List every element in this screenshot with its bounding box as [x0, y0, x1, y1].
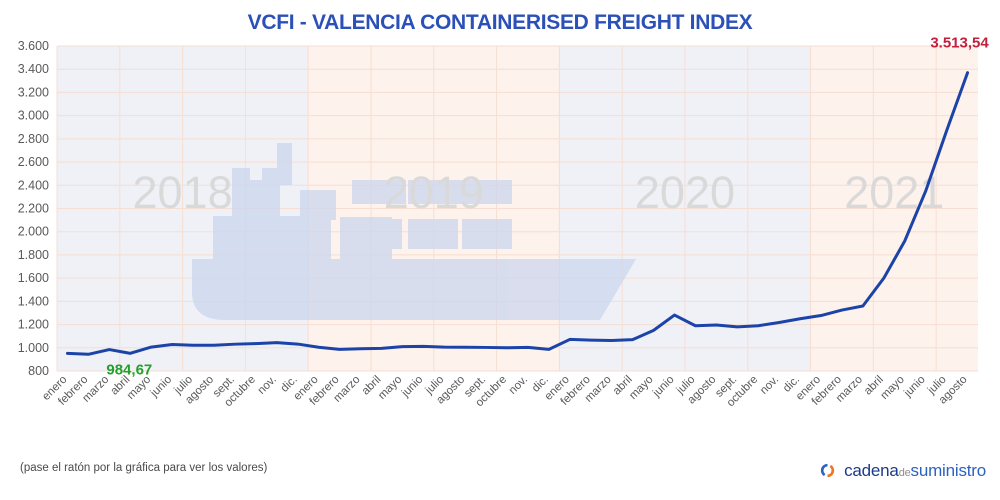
x-tick-label: junio [399, 374, 425, 400]
x-tick-label: mayo [376, 374, 404, 402]
year-watermark-2021: 2021 [844, 167, 944, 218]
y-tick-label: 2.200 [18, 202, 49, 216]
y-tick-label: 1.800 [18, 248, 49, 262]
y-tick-label: 3.600 [18, 39, 49, 53]
logo-wordmark: cadenadesuministro [844, 462, 986, 479]
watermark-layer: 2018 2019 2020 2021 [133, 143, 944, 320]
logo-text-cadena: cadena [844, 460, 899, 480]
max-value-label: 3.513,54 [930, 35, 989, 52]
x-tick-label: nov. [256, 374, 279, 397]
value-annotations: 984,67 3.513,54 [106, 35, 989, 379]
y-axis-labels: 800 1.000 1.200 1.400 1.600 1.800 2.000 2.200 2.… [18, 39, 49, 378]
data-series-line [65, 71, 970, 356]
y-tick-label: 2.800 [18, 132, 49, 146]
gridlines [56, 45, 978, 372]
year-watermark-2019: 2019 [384, 167, 484, 218]
year-watermark-2020: 2020 [635, 167, 735, 218]
logo-text-suministro: suministro [910, 460, 987, 480]
x-tick-label: nov. [507, 374, 530, 397]
x-tick-label: nov. [758, 374, 781, 397]
y-tick-label: 3.400 [18, 62, 49, 76]
y-tick-label: 2.000 [18, 225, 49, 239]
y-tick-label: 1.600 [18, 271, 49, 285]
y-tick-label: 2.400 [18, 178, 49, 192]
hover-hint: (pase el ratón por la gráfica para ver l… [20, 462, 268, 474]
y-tick-label: 1.400 [18, 294, 49, 308]
y-tick-label: 2.600 [18, 155, 49, 169]
x-axis-labels: enerofebreromarzoabrilmayojuniojulioagos… [40, 374, 969, 410]
cadena-de-suministro-logo[interactable]: cadenadesuministro [818, 459, 986, 481]
x-tick-label: mayo [878, 374, 906, 402]
y-tick-label: 1.000 [18, 341, 49, 355]
y-tick-label: 1.200 [18, 318, 49, 332]
series-line-VCFI[interactable] [65, 71, 970, 356]
logo-text-de: de [898, 466, 911, 479]
x-tick-label: mayo [627, 374, 655, 402]
x-tick-label: junio [901, 374, 927, 400]
x-tick-label: junio [650, 374, 676, 400]
y-tick-label: 800 [28, 364, 49, 378]
y-tick-label: 3.200 [18, 85, 49, 99]
container-ship-watermark [192, 143, 636, 320]
page-title: VCFI - VALENCIA CONTAINERISED FREIGHT IN… [247, 11, 753, 34]
year-watermark-2018: 2018 [133, 167, 233, 218]
y-tick-label: 3.000 [18, 109, 49, 123]
refresh-circle-icon [820, 463, 835, 477]
min-value-label: 984,67 [106, 362, 152, 379]
